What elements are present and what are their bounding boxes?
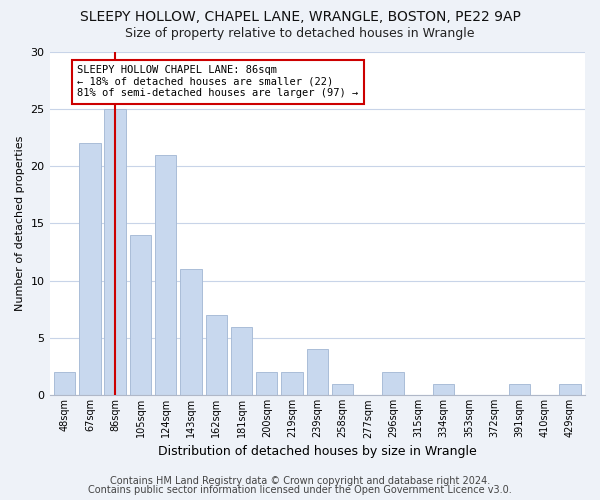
Text: SLEEPY HOLLOW, CHAPEL LANE, WRANGLE, BOSTON, PE22 9AP: SLEEPY HOLLOW, CHAPEL LANE, WRANGLE, BOS… bbox=[80, 10, 520, 24]
Text: Contains public sector information licensed under the Open Government Licence v3: Contains public sector information licen… bbox=[88, 485, 512, 495]
Bar bbox=[256, 372, 277, 396]
Bar bbox=[231, 326, 252, 396]
Bar bbox=[509, 384, 530, 396]
Text: SLEEPY HOLLOW CHAPEL LANE: 86sqm
← 18% of detached houses are smaller (22)
81% o: SLEEPY HOLLOW CHAPEL LANE: 86sqm ← 18% o… bbox=[77, 66, 359, 98]
Bar bbox=[382, 372, 404, 396]
Bar bbox=[559, 384, 581, 396]
Y-axis label: Number of detached properties: Number of detached properties bbox=[15, 136, 25, 311]
Bar bbox=[155, 154, 176, 396]
Bar bbox=[206, 315, 227, 396]
X-axis label: Distribution of detached houses by size in Wrangle: Distribution of detached houses by size … bbox=[158, 444, 476, 458]
Bar bbox=[54, 372, 76, 396]
Bar bbox=[79, 143, 101, 396]
Bar bbox=[180, 269, 202, 396]
Bar bbox=[281, 372, 303, 396]
Bar bbox=[307, 350, 328, 396]
Bar bbox=[130, 235, 151, 396]
Text: Contains HM Land Registry data © Crown copyright and database right 2024.: Contains HM Land Registry data © Crown c… bbox=[110, 476, 490, 486]
Bar bbox=[433, 384, 454, 396]
Text: Size of property relative to detached houses in Wrangle: Size of property relative to detached ho… bbox=[125, 28, 475, 40]
Bar bbox=[104, 109, 126, 396]
Bar bbox=[332, 384, 353, 396]
